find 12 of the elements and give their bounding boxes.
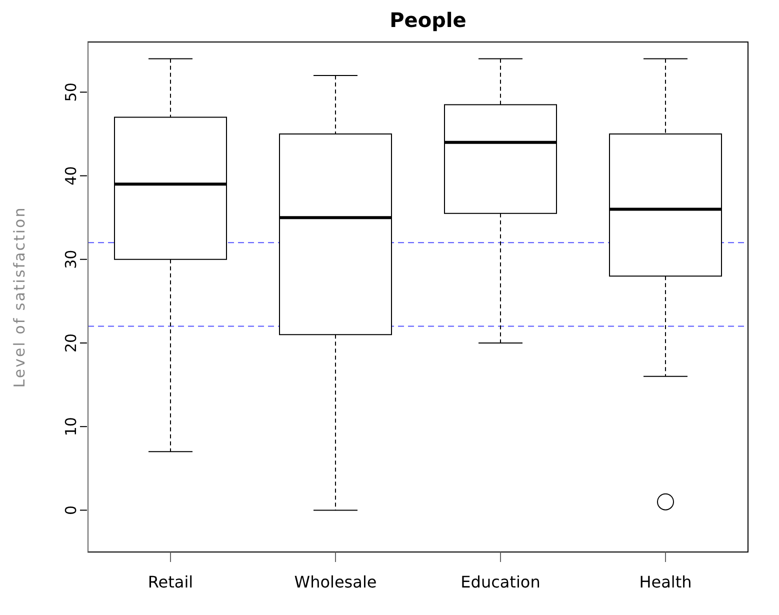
y-tick-label: 20 [62, 333, 80, 353]
y-tick-label: 10 [62, 417, 80, 436]
y-tick-label: 50 [62, 82, 80, 102]
y-tick-label: 30 [62, 250, 80, 269]
x-tick-label: Retail [148, 572, 194, 592]
x-tick-label: Education [460, 572, 540, 592]
y-axis-title: Level of satisfaction [10, 206, 28, 388]
chart-title: People [388, 8, 468, 32]
y-tick-label: 40 [62, 166, 80, 186]
x-tick-label: Health [639, 572, 692, 592]
x-tick-label: Wholesale [294, 572, 377, 592]
y-tick-label: 0 [62, 505, 80, 515]
